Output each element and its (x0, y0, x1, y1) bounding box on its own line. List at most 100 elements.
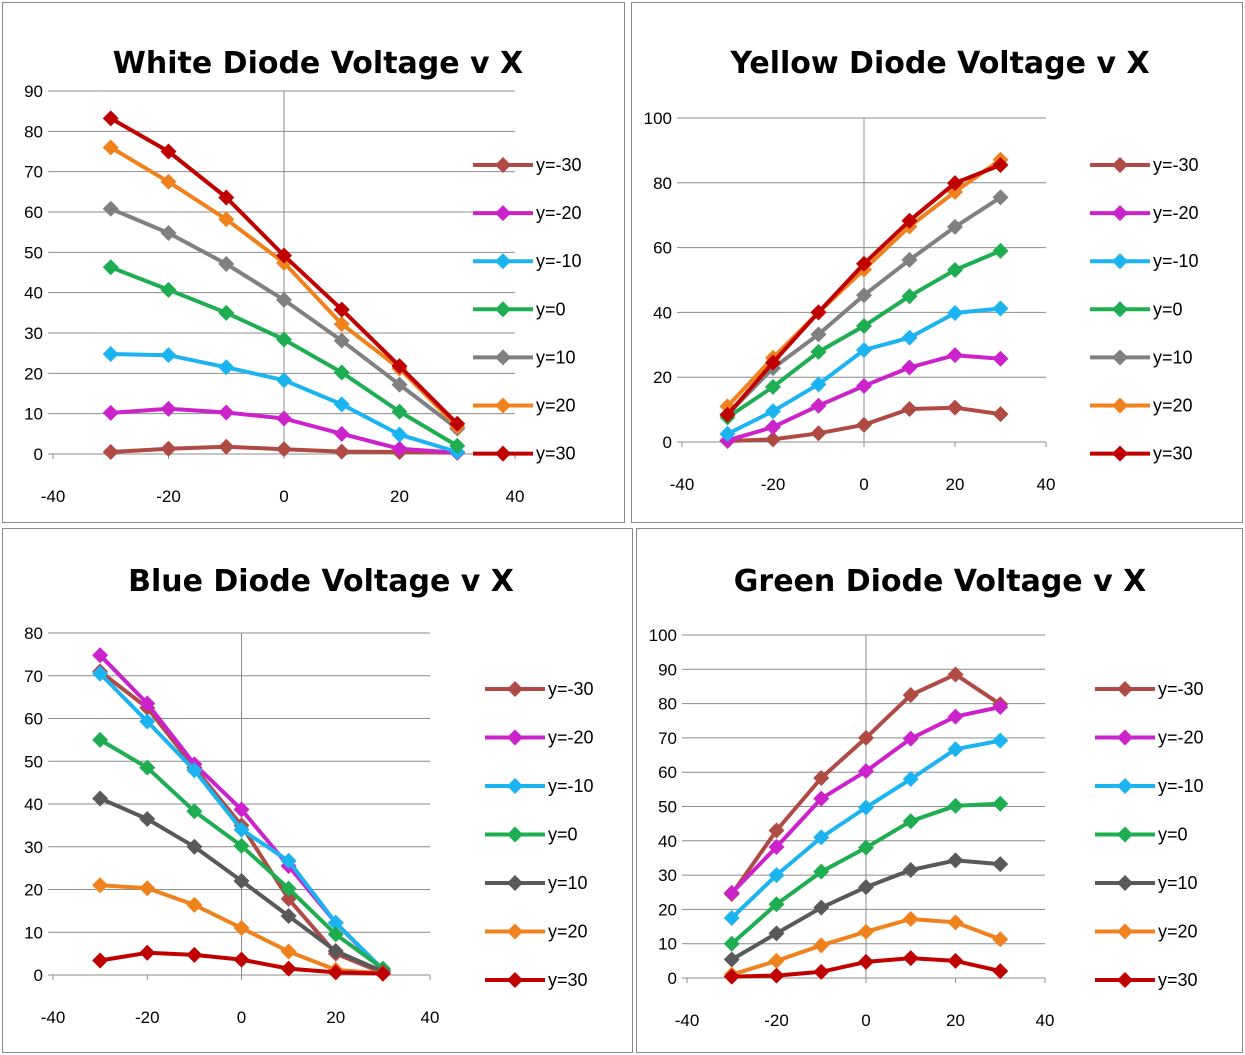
data-point (333, 443, 350, 460)
data-point (947, 261, 963, 278)
data-point (276, 441, 292, 458)
data-point (947, 666, 964, 683)
data-point (992, 156, 1009, 173)
data-point (186, 762, 203, 779)
data-point (102, 404, 119, 421)
data-point (901, 329, 918, 346)
y-tick-label: 20 (658, 900, 677, 919)
data-point (160, 440, 177, 457)
legend-label: y=30 (1158, 970, 1198, 990)
x-tick-label: 0 (859, 475, 868, 494)
data-point (102, 443, 119, 460)
data-point (947, 852, 964, 869)
legend-label: y=0 (1158, 825, 1188, 845)
y-tick-label: 0 (663, 433, 672, 452)
data-point (947, 175, 963, 192)
legend-label: y=10 (548, 873, 588, 893)
data-point (218, 359, 235, 376)
data-point (160, 400, 177, 417)
y-tick-label: 70 (24, 667, 43, 686)
legend-marker (495, 397, 511, 414)
legend-label: y=-10 (1158, 776, 1204, 796)
data-point (391, 403, 408, 420)
legend-label: y=0 (536, 299, 566, 319)
data-point (218, 211, 235, 228)
legend-entry-y-10: y=-10 (473, 251, 582, 271)
data-point (233, 951, 250, 968)
legend-entry-y-30: y=30 (1090, 444, 1193, 464)
legend-entry-y-10: y=-10 (1090, 251, 1199, 271)
chart-title: Blue Diode Voltage v X (128, 564, 514, 599)
y-tick-label: 30 (24, 838, 43, 857)
chart-panel-green: Green Diode Voltage v X 0 10 20 30 40 50 60 70 80… (636, 528, 1243, 1053)
data-point (858, 729, 874, 746)
legend-label: y=10 (536, 347, 576, 367)
data-point (333, 425, 350, 442)
y-tick-label: 50 (658, 798, 677, 817)
chart-title: Yellow Diode Voltage v X (729, 46, 1149, 81)
data-point (947, 914, 964, 931)
data-point (160, 224, 177, 241)
legend-marker (1117, 681, 1133, 697)
data-point (139, 810, 156, 827)
y-tick-label: 10 (24, 405, 43, 424)
y-tick-label: 80 (24, 624, 43, 643)
legend-entry-y-30: y=30 (1095, 970, 1198, 990)
data-point (218, 304, 235, 321)
data-point (102, 345, 119, 362)
series-y-0 (723, 795, 1009, 952)
data-point (901, 359, 918, 376)
legend-label: y=-30 (536, 155, 582, 175)
y-tick-label: 60 (24, 710, 43, 729)
data-point (92, 647, 109, 664)
data-point (813, 770, 830, 787)
legend-entry-y-10: y=10 (473, 347, 576, 367)
chart-panel-yellow: Yellow Diode Voltage v X 0 20 40 60 80 100 -40 -… (631, 2, 1243, 523)
data-point (992, 795, 1009, 812)
data-point (139, 713, 156, 730)
x-tick-label: 20 (946, 1011, 965, 1030)
x-tick-label: 20 (326, 1008, 345, 1027)
series-y-30 (719, 399, 1009, 450)
legend-label: y=20 (536, 396, 576, 416)
legend-label: y=10 (1158, 873, 1198, 893)
data-point (992, 300, 1009, 317)
data-point (218, 256, 235, 273)
data-point (856, 318, 872, 335)
legend-marker (1117, 972, 1133, 988)
x-tick-label: -20 (761, 475, 786, 494)
y-tick-label: 0 (668, 969, 677, 988)
legend-entry-y-20: y=20 (473, 396, 576, 416)
data-point (186, 946, 203, 963)
legend-marker (495, 253, 511, 270)
series-y-20 (723, 699, 1009, 901)
data-point (992, 699, 1009, 716)
chart-yellow: Yellow Diode Voltage v X 0 20 40 60 80 100 -40 -… (644, 46, 1199, 494)
legend-marker (507, 972, 523, 988)
series-y-0 (102, 259, 466, 454)
data-point (813, 899, 830, 916)
legend-marker (1112, 157, 1128, 173)
legend-entry-y-30: y=-30 (485, 679, 594, 699)
data-point (280, 943, 297, 960)
data-point (813, 937, 830, 954)
legend-entry-y-10: y=-10 (1095, 776, 1204, 796)
legend-marker (507, 826, 523, 843)
legend-marker (495, 445, 511, 462)
y-tick-label: 70 (24, 163, 43, 182)
y-tick-label: 30 (658, 866, 677, 885)
data-point (810, 425, 827, 442)
data-point (768, 822, 785, 839)
legend-label: y=10 (1153, 347, 1193, 367)
legend-label: y=-10 (548, 776, 594, 796)
data-point (947, 708, 964, 725)
x-tick-label: -20 (156, 487, 181, 506)
data-point (102, 110, 119, 127)
data-point (856, 416, 872, 433)
series-y-10 (719, 300, 1009, 442)
legend-label: y=-30 (1158, 679, 1204, 699)
data-point (992, 856, 1009, 873)
data-point (765, 378, 781, 395)
data-point (947, 741, 964, 758)
data-point (947, 797, 964, 814)
